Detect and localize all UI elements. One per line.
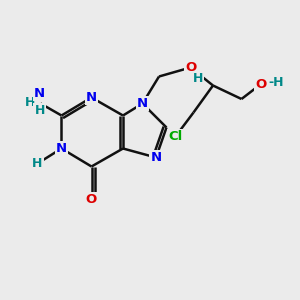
Text: N: N	[34, 86, 45, 100]
Text: Cl: Cl	[168, 130, 183, 143]
Text: H: H	[25, 95, 35, 109]
Text: H: H	[193, 72, 203, 86]
Text: O: O	[185, 61, 196, 74]
Text: N: N	[137, 97, 148, 110]
Text: H: H	[32, 157, 43, 170]
Text: N: N	[56, 142, 67, 155]
Text: H: H	[34, 104, 45, 117]
Text: N: N	[150, 151, 162, 164]
Text: O: O	[255, 77, 267, 91]
Text: N: N	[86, 91, 97, 104]
Text: O: O	[86, 193, 97, 206]
Text: -H: -H	[268, 76, 284, 89]
